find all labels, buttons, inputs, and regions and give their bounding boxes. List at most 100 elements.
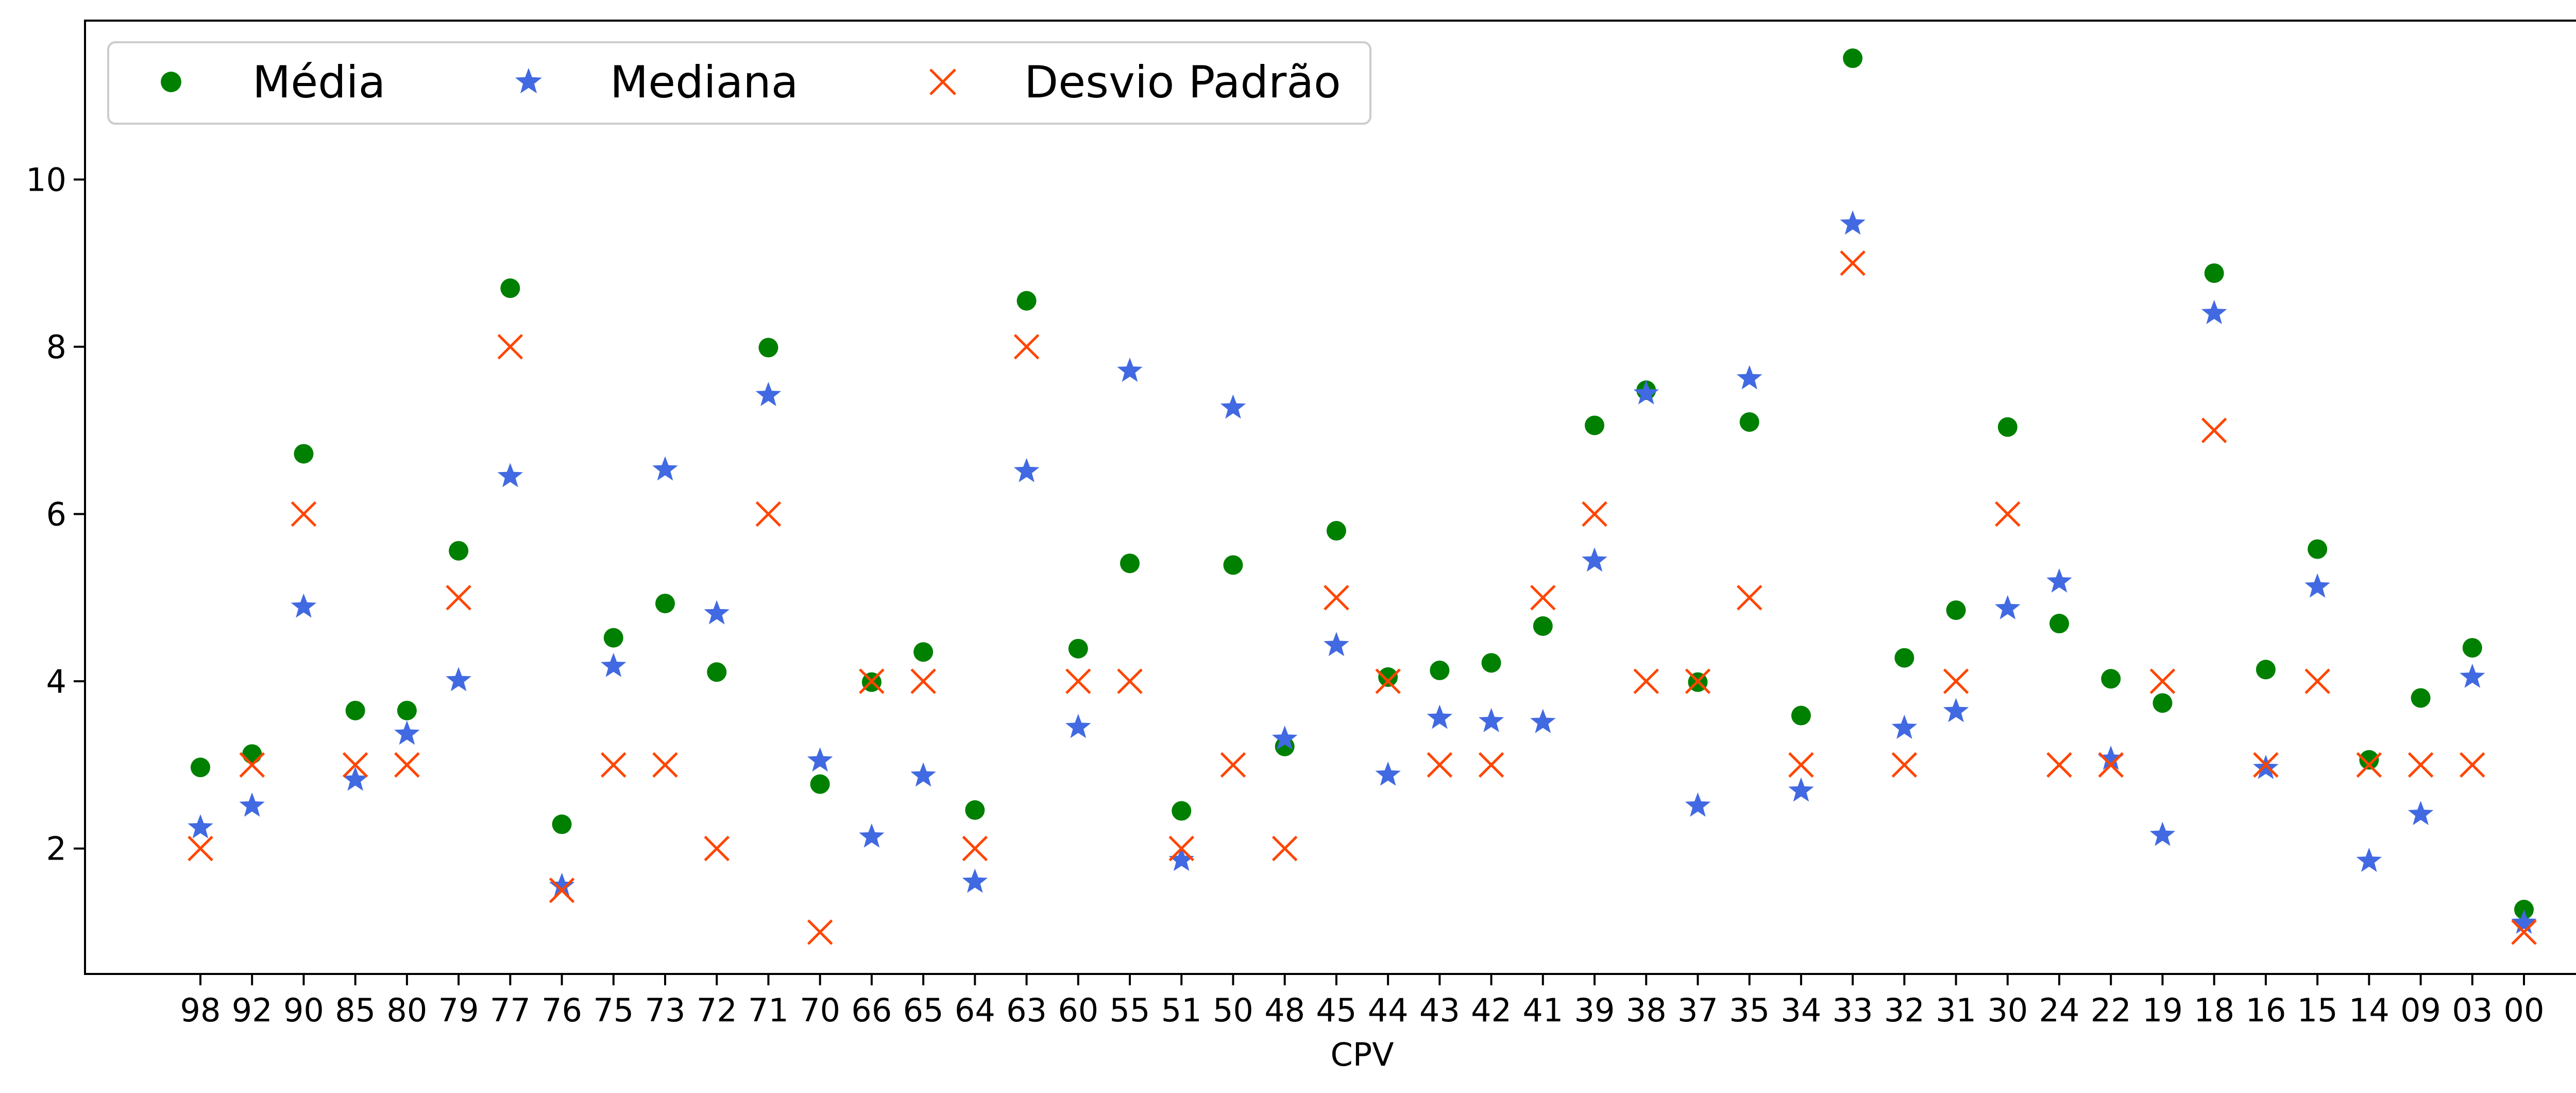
data-point-x [1375, 668, 1401, 694]
data-point-x [2356, 752, 2382, 778]
data-point-circle [345, 700, 365, 720]
data-point-star [1478, 708, 1504, 732]
data-point-star [394, 720, 420, 745]
data-point-x [1840, 250, 1866, 276]
series-x [188, 250, 2537, 945]
x-tick-label: 70 [800, 991, 840, 1029]
data-point-star [704, 600, 730, 625]
data-point-x [1633, 668, 1659, 694]
data-point-star [1220, 394, 1246, 419]
x-tick-label: 32 [1884, 991, 1925, 1029]
data-point-x [446, 584, 471, 611]
x-tick-label: 60 [1058, 991, 1098, 1029]
data-point-circle [2204, 263, 2224, 283]
data-point-x [1736, 584, 1762, 611]
data-point-circle [1120, 553, 1140, 574]
data-marks [188, 48, 2537, 945]
data-point-star [497, 463, 523, 487]
data-point-star [1995, 595, 2021, 619]
data-point-x [1013, 334, 1040, 360]
data-point-star [1117, 358, 1143, 382]
data-point-star [2098, 745, 2124, 770]
data-point-x [652, 752, 678, 778]
data-point-x [2304, 668, 2330, 694]
data-point-x [962, 835, 988, 862]
data-point-circle [2411, 688, 2431, 708]
data-point-x [1943, 668, 1969, 694]
data-point-x [2408, 752, 2434, 778]
x-tick-label: 77 [490, 991, 531, 1029]
data-point-x [1478, 752, 1504, 778]
data-point-star [2511, 910, 2537, 934]
data-point-circle [191, 758, 210, 778]
data-point-circle [397, 700, 417, 720]
data-point-star [755, 382, 782, 407]
data-point-x [859, 668, 885, 694]
x-tick-label: 55 [1110, 991, 1150, 1029]
data-point-star [1633, 380, 1659, 405]
data-point-circle [449, 541, 469, 561]
data-point-star [549, 872, 575, 897]
data-point-x [342, 752, 368, 778]
legend-label: Mediana [610, 57, 799, 108]
x-tick-label: 14 [2349, 991, 2389, 1029]
data-point-x [1065, 668, 1091, 694]
data-point-circle [1533, 616, 1553, 636]
data-point-circle [500, 278, 520, 298]
data-point-star [1168, 847, 1194, 871]
data-point-star [962, 868, 988, 893]
data-point-circle [1585, 415, 1604, 435]
data-point-x [1582, 501, 1607, 527]
data-point-star [1427, 704, 1453, 729]
x-tick-label: 39 [1574, 991, 1615, 1029]
data-point-star [1891, 714, 1918, 739]
data-point-star [652, 456, 678, 481]
data-point-circle [2308, 539, 2328, 559]
x-tick-label: 41 [1522, 991, 1563, 1029]
data-point-x [1530, 584, 1556, 611]
data-point-x [2201, 417, 2227, 443]
y-tick-label: 4 [46, 663, 66, 700]
data-point-x [188, 835, 213, 862]
data-point-star [188, 814, 213, 838]
plot-frame [84, 20, 2576, 975]
data-point-star [1840, 210, 1866, 235]
data-point-x [1168, 835, 1194, 862]
data-point-star [859, 823, 885, 848]
y-tick-label: 8 [46, 328, 66, 366]
x-tick-label: 65 [903, 991, 944, 1029]
data-point-x [1788, 752, 1814, 778]
data-point-x [1685, 668, 1711, 694]
data-point-star [910, 762, 936, 787]
x-axis: 98 92 90 85 80 79 77 76 75 73 72 71 70 66 65 64 63 60 55 51… [180, 974, 2545, 1029]
x-tick-label: 43 [1419, 991, 1460, 1029]
data-point-circle [2101, 669, 2121, 689]
data-point-x [2460, 752, 2485, 778]
data-point-circle [707, 662, 727, 682]
data-point-x [2253, 752, 2279, 778]
data-point-circle [1326, 520, 1346, 541]
data-point-x [1995, 501, 2021, 527]
data-point-star [601, 652, 626, 677]
x-tick-label: 16 [2245, 991, 2286, 1029]
legend-items: Média Mediana Desvio Padrão [161, 57, 1341, 108]
legend-label: Desvio Padrão [1024, 57, 1341, 108]
data-point-x [1272, 835, 1298, 862]
x-tick-label: 37 [1677, 991, 1718, 1029]
data-point-star [2408, 801, 2434, 826]
x-tick-label: 00 [2504, 991, 2545, 1029]
x-tick-label: 34 [1781, 991, 1821, 1029]
x-tick-label: 71 [748, 991, 789, 1029]
x-tick-label: 75 [593, 991, 634, 1029]
data-point-circle [1068, 638, 1088, 659]
data-point-star [1375, 761, 1401, 786]
data-point-star [2046, 568, 2072, 593]
y-tick-label: 10 [26, 161, 66, 198]
x-tick-label: 15 [2297, 991, 2338, 1029]
x-tick-label: 18 [2194, 991, 2234, 1029]
x-tick-label: 76 [541, 991, 582, 1029]
x-tick-label: 33 [1833, 991, 1873, 1029]
data-point-x [601, 752, 626, 778]
